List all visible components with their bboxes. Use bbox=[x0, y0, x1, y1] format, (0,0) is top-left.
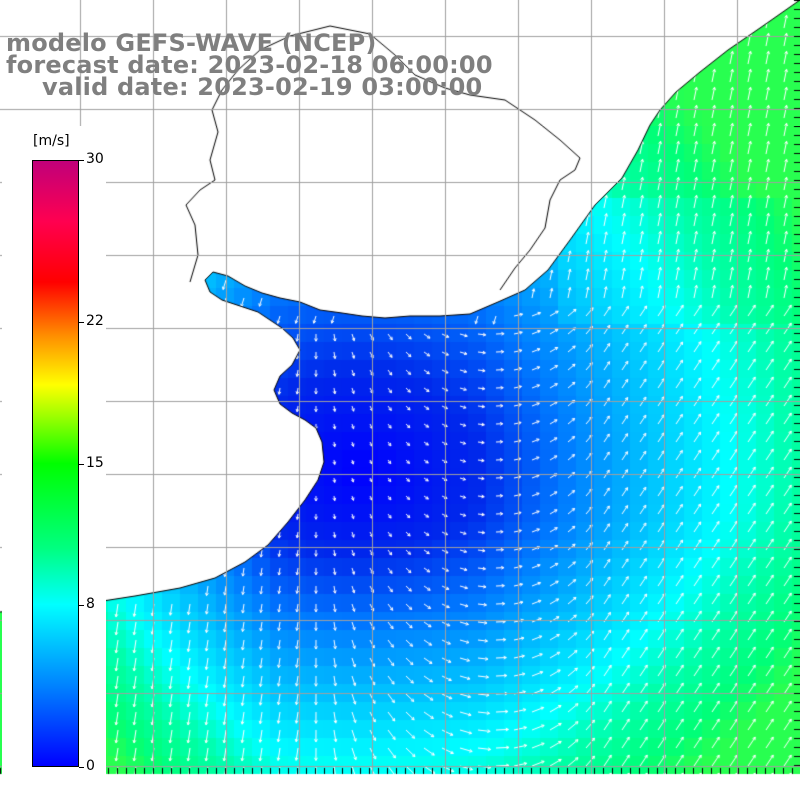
colorbar-tick-mark bbox=[79, 321, 84, 323]
colorbar-tick-mark bbox=[79, 767, 84, 768]
colorbar-tick-mark bbox=[79, 160, 84, 161]
colorbar-tick-label: 22 bbox=[86, 312, 104, 329]
colorbar-tick-label: 0 bbox=[86, 758, 95, 774]
colorbar-tick-mark bbox=[79, 463, 84, 465]
colorbar-tick-mark bbox=[79, 605, 84, 607]
title-valid-date: valid date: 2023-02-19 03:00:00 bbox=[42, 73, 483, 101]
colorbar bbox=[32, 160, 79, 767]
colorbar-tick-label: 15 bbox=[86, 454, 104, 471]
legend-unit-label: [m/s] bbox=[33, 133, 70, 149]
title-forecast-date: forecast date: 2023-02-18 06:00:00 bbox=[6, 51, 493, 79]
title-model: modelo GEFS-WAVE (NCEP) bbox=[6, 29, 377, 57]
colorbar-tick-label: 8 bbox=[86, 596, 95, 613]
colorbar-tick-label: 30 bbox=[86, 151, 104, 167]
